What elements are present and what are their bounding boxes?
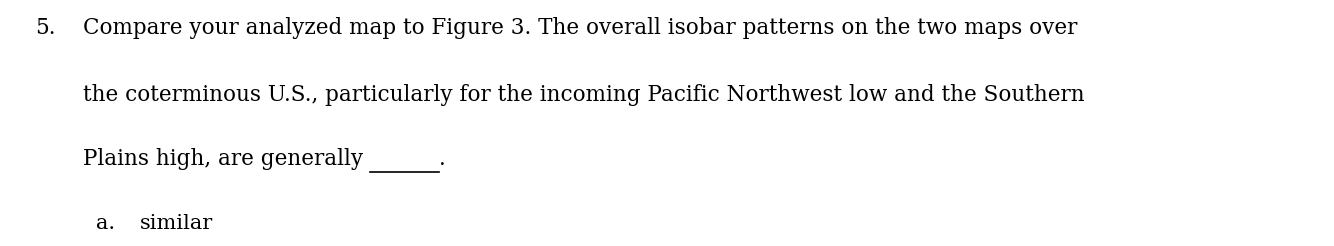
Text: Plains high, are generally: Plains high, are generally <box>83 148 370 169</box>
Text: the coterminous U.S., particularly for the incoming Pacific Northwest low and th: the coterminous U.S., particularly for t… <box>83 84 1085 106</box>
Text: a.: a. <box>96 214 115 233</box>
Text: 5.: 5. <box>35 17 55 39</box>
Text: similar: similar <box>140 214 213 233</box>
Text: .: . <box>439 148 446 169</box>
Text: Compare your analyzed map to Figure 3. The overall isobar patterns on the two ma: Compare your analyzed map to Figure 3. T… <box>83 17 1077 39</box>
